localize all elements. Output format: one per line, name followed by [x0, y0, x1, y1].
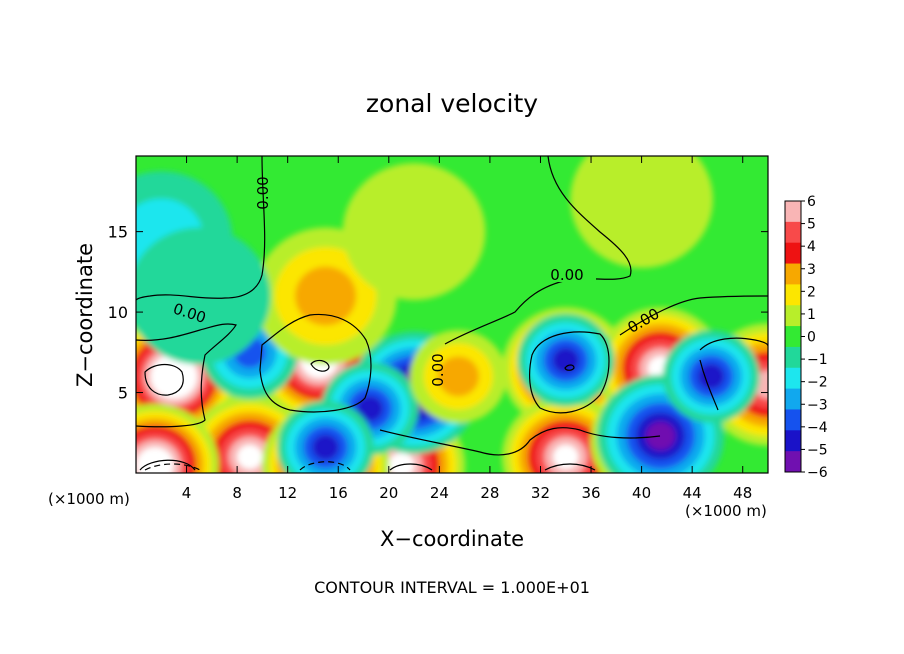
y-tick-label: 15 [108, 223, 128, 242]
x-tick-label: 4 [182, 484, 192, 502]
x-unit-right: (×1000 m) [685, 502, 767, 520]
contour-label: 0.00 [254, 176, 272, 209]
colorbar-swatch [785, 284, 801, 306]
colorbar-label: −1 [807, 352, 828, 368]
colorbar-swatch [785, 326, 801, 348]
contour-label-bg [540, 264, 596, 282]
x-tick-label: 12 [278, 484, 297, 502]
y-tick-label: 10 [108, 303, 128, 322]
closed-contour-line [144, 463, 201, 471]
chart-title: zonal velocity [366, 89, 538, 118]
velocity-cell-21 [342, 163, 486, 301]
x-tick-label: 16 [329, 484, 348, 502]
colorbar-label: 5 [807, 217, 816, 233]
colorbar-swatch [785, 221, 801, 244]
y-axis: 5 10 15 [108, 223, 768, 403]
colorbar-label: −6 [807, 465, 828, 481]
closed-contour-line [564, 364, 575, 371]
x-unit-left: (×1000 m) [48, 490, 130, 508]
velocity-cell-13 [552, 347, 579, 374]
x-tick-label: 32 [531, 484, 550, 502]
zero-contour-line [529, 331, 610, 414]
zero-contours [136, 156, 768, 471]
x-tick-label: 44 [683, 484, 702, 502]
zero-contour-line [699, 359, 719, 411]
contour-interval-note: CONTOUR INTERVAL = 1.000E+01 [314, 578, 590, 597]
colorbar-swatch [785, 409, 801, 431]
colorbar-label: −2 [807, 375, 828, 391]
x-axis-label: X−coordinate [380, 527, 524, 551]
velocity-cell-18 [437, 356, 480, 397]
x-tick-label: 40 [632, 484, 651, 502]
zero-contour-line [379, 427, 661, 456]
velocity-cell-5 [237, 444, 263, 470]
colorbar-label: −3 [807, 397, 828, 413]
colorbar-swatch [785, 451, 801, 473]
colorbar-swatch [785, 367, 801, 390]
velocity-cell-14 [645, 421, 676, 451]
zero-contour-line [259, 313, 372, 413]
y-axis-label: Z−coordinate [73, 243, 97, 387]
x-tick-label: 36 [581, 484, 600, 502]
velocity-cell-7 [553, 444, 579, 470]
velocity-cell-12 [356, 395, 384, 422]
zero-contour-line [619, 295, 768, 336]
velocity-cell-17 [312, 434, 339, 460]
closed-contour-line [389, 463, 433, 471]
velocity-cell-19 [295, 266, 357, 326]
colorbar-swatch [785, 388, 801, 410]
closed-contour-line [310, 359, 330, 372]
colorbar-label: 6 [807, 194, 816, 210]
colorbar-label: −5 [807, 442, 828, 458]
colorbar-label: 0 [807, 330, 816, 346]
velocity-cell-6 [388, 452, 415, 473]
velocity-cell-22 [570, 156, 713, 268]
x-tick-label: 48 [733, 484, 752, 502]
colorbar-label: 1 [807, 307, 816, 323]
x-tick-label: 20 [379, 484, 398, 502]
x-tick-label: 8 [232, 484, 242, 502]
colorbar-label: 3 [807, 262, 816, 278]
colorbar-swatch [785, 305, 801, 327]
velocity-cell-23 [136, 227, 271, 365]
y-tick-label: 5 [118, 384, 128, 403]
x-tick-label: 28 [480, 484, 499, 502]
colorbar-label: 2 [807, 284, 816, 300]
colorbar-swatch [785, 346, 801, 369]
x-axis: 4 8 12 16 20 24 28 32 36 40 44 48 [182, 156, 752, 502]
zero-contour-line [444, 156, 632, 345]
colorbar-label: −4 [807, 420, 828, 436]
colorbar-swatch [785, 242, 801, 265]
velocity-field [136, 156, 768, 473]
colorbar-label: 4 [807, 239, 816, 255]
contour-label: 0.00 [550, 266, 583, 284]
zero-contour-line [136, 323, 237, 428]
velocity-cell-15 [697, 363, 725, 390]
closed-contour-line [139, 459, 196, 471]
zero-contour-line [699, 337, 768, 351]
plot-frame [135, 155, 769, 474]
colorbar-swatch [785, 201, 801, 223]
contour-label: 0.00 [429, 353, 447, 386]
x-tick-label: 24 [430, 484, 449, 502]
velocity-cell-0 [163, 366, 184, 387]
contour-labels: 0.00 0.00 0.00 0.00 0.00 [171, 176, 663, 386]
colorbar-swatch [785, 430, 801, 452]
closed-contour-line [144, 363, 184, 396]
zero-contour-line [136, 156, 266, 301]
colorbar: 6 5 4 3 2 1 0 −1 −2 −3 −4 −5 −6 [784, 194, 828, 481]
closed-contour-line [299, 461, 351, 471]
colorbar-swatch [785, 263, 801, 285]
